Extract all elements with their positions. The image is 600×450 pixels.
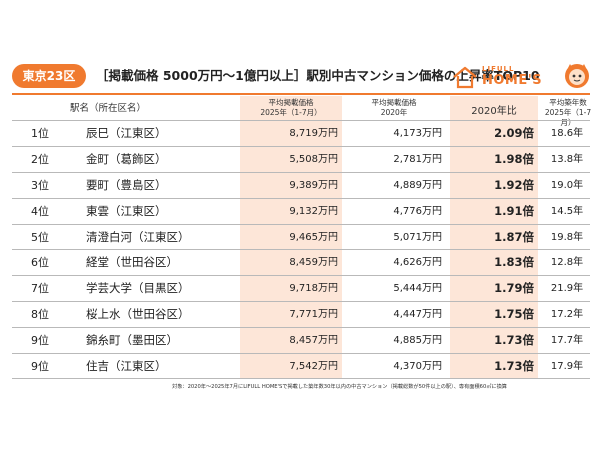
header-price-2020-line2: 2020年	[380, 108, 408, 117]
table-row: 2位 金町（葛飾区） 5,508万円 2,781万円 1.98倍 13.8年	[12, 145, 590, 172]
price-2025: 9,389万円	[289, 179, 338, 191]
table-row: 9位 住吉（江東区） 7,542万円 4,370万円 1.73倍 17.9年	[12, 353, 590, 379]
ratio: 1.98倍	[494, 151, 534, 166]
rank: 5位	[31, 230, 49, 244]
ratio: 2.09倍	[494, 126, 534, 140]
table-row: 7位 学芸大学（目黒区） 9,718万円 5,444万円 1.79倍 21.9年	[12, 275, 590, 301]
header-average-age: 平均築年数 2025年（1-7月）	[540, 98, 596, 128]
mascot-icon	[565, 64, 589, 88]
price-2020: 2,781万円	[393, 153, 442, 165]
station-name: 錦糸町（墨田区）	[86, 333, 178, 348]
rank: 2位	[31, 152, 49, 166]
rank: 3位	[31, 178, 49, 192]
average-age: 19.8年	[550, 231, 584, 243]
table-row: 4位 東雲（江東区） 9,132万円 4,776万円 1.91倍 14.5年	[12, 197, 590, 224]
header-price-2025-line1: 平均掲載価格	[268, 98, 314, 107]
logo-wordmark: HOME'S	[482, 73, 543, 88]
header: 東京23区 ［掲載価格 5000万円〜1億円以上］駅別中古マンション価格の上昇率…	[12, 62, 590, 92]
rank: 8位	[31, 308, 49, 322]
average-age: 18.6年	[550, 128, 584, 139]
logo-wordmark-top: LIFULL	[482, 65, 515, 73]
price-2025: 5,508万円	[289, 153, 338, 165]
station-name: 要町（豊島区）	[86, 177, 167, 192]
ratio: 1.73倍	[494, 359, 534, 374]
page-title: ［掲載価格 5000万円〜1億円以上］駅別中古マンション価格の上昇率TOP10	[96, 68, 540, 83]
price-2020: 4,447万円	[393, 309, 442, 321]
header-age-line1: 平均築年数	[549, 98, 587, 107]
price-2025: 9,465万円	[289, 231, 338, 243]
header-price-2020-line1: 平均掲載価格	[371, 98, 417, 107]
average-age: 12.8年	[550, 257, 584, 269]
average-age: 17.7年	[550, 335, 584, 347]
station-name: 学芸大学（目黒区）	[86, 281, 190, 296]
rank: 7位	[31, 282, 49, 296]
station-name: 経堂（世田谷区）	[86, 255, 178, 270]
ratio: 1.79倍	[494, 281, 534, 296]
rank: 1位	[31, 127, 49, 140]
average-age: 14.5年	[550, 205, 584, 217]
table-row: 5位 清澄白河（江東区） 9,465万円 5,071万円 1.87倍 19.8年	[12, 223, 590, 250]
header-price-2025-line2: 2025年（1-7月）	[260, 108, 322, 117]
header-divider	[12, 93, 590, 95]
rank: 9位	[31, 334, 49, 348]
house-icon	[453, 66, 477, 89]
rank: 9位	[31, 360, 49, 374]
table-row: 1位 辰巳（江東区） 8,719万円 4,173万円 2.09倍 18.6年	[12, 120, 590, 146]
price-2020: 4,885万円	[393, 335, 442, 347]
average-age: 17.9年	[550, 361, 584, 373]
header-station-name: 駅名（所在区名）	[69, 103, 146, 114]
rank: 4位	[31, 204, 49, 218]
station-name: 金町（葛飾区）	[86, 151, 167, 166]
highlight-column-ratio	[450, 96, 538, 379]
area-badge: 東京23区	[12, 64, 86, 88]
price-2025: 8,459万円	[289, 257, 338, 269]
price-2025: 9,718万円	[289, 283, 338, 295]
ratio: 1.73倍	[494, 333, 534, 348]
table-row: 8位 桜上水（世田谷区） 7,771万円 4,447万円 1.75倍 17.2年	[12, 301, 590, 327]
header-ratio: 2020年比	[471, 106, 517, 117]
rank: 6位	[31, 256, 49, 270]
ratio: 1.87倍	[494, 229, 534, 244]
price-2020: 4,626万円	[393, 257, 442, 269]
station-name: 桜上水（世田谷区）	[86, 307, 190, 322]
price-2020: 4,776万円	[393, 205, 442, 217]
price-2025: 8,719万円	[289, 128, 338, 139]
average-age: 17.2年	[550, 309, 584, 321]
price-2020: 5,071万円	[393, 231, 442, 243]
highlight-column-2025	[240, 96, 342, 379]
ratio: 1.83倍	[494, 255, 534, 270]
table-row: 9位 錦糸町（墨田区） 8,457万円 4,885万円 1.73倍 17.7年	[12, 327, 590, 353]
price-2020: 4,889万円	[393, 179, 442, 191]
ratio: 1.92倍	[494, 177, 534, 192]
price-2020: 4,173万円	[393, 128, 442, 139]
station-name: 東雲（江東区）	[86, 203, 167, 218]
station-name: 住吉（江東区）	[86, 359, 167, 374]
average-age: 21.9年	[550, 283, 584, 295]
price-2025: 9,132万円	[289, 205, 338, 217]
table-header: 駅名（所在区名） 平均掲載価格 2025年（1-7月） 平均掲載価格 2020年…	[12, 96, 591, 127]
average-age: 19.0年	[550, 179, 584, 191]
header-price-2020: 平均掲載価格 2020年	[342, 98, 446, 118]
ratio: 1.75倍	[494, 307, 534, 322]
lifull-homes-logo: LIFULL HOME'S	[452, 62, 590, 92]
price-2020: 4,370万円	[393, 361, 442, 373]
footnote: 対象：2020年〜2025年7月にLIFULL HOME'Sで掲載した築年数30…	[172, 384, 507, 390]
price-2020: 5,444万円	[393, 283, 442, 295]
table-row: 6位 経堂（世田谷区） 8,459万円 4,626万円 1.83倍 12.8年	[12, 249, 590, 275]
average-age: 13.8年	[550, 153, 584, 165]
station-name: 辰巳（江東区）	[86, 126, 167, 140]
price-2025: 7,542万円	[289, 361, 338, 373]
header-age-line2: 2025年（1-7月）	[544, 108, 592, 127]
station-name: 清澄白河（江東区）	[86, 229, 190, 244]
ranking-table: 駅名（所在区名） 平均掲載価格 2025年（1-7月） 平均掲載価格 2020年…	[12, 96, 591, 379]
table-row: 3位 要町（豊島区） 9,389万円 4,889万円 1.92倍 19.0年	[12, 171, 590, 198]
header-price-2025: 平均掲載価格 2025年（1-7月）	[240, 98, 342, 118]
price-2025: 8,457万円	[289, 335, 338, 347]
price-2025: 7,771万円	[289, 309, 338, 321]
ratio: 1.91倍	[494, 203, 534, 218]
table-body: 1位 辰巳（江東区） 8,719万円 4,173万円 2.09倍 18.6年 2…	[12, 120, 590, 379]
